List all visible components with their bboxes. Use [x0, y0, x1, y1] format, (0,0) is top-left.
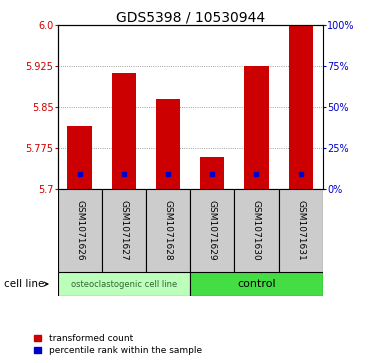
- Bar: [279, 189, 323, 272]
- Bar: [244, 66, 269, 189]
- Title: GDS5398 / 10530944: GDS5398 / 10530944: [116, 10, 265, 24]
- Bar: [190, 272, 323, 296]
- Bar: [156, 99, 180, 189]
- Text: GSM1071627: GSM1071627: [119, 200, 128, 261]
- Bar: [190, 189, 234, 272]
- Text: GSM1071626: GSM1071626: [75, 200, 84, 261]
- FancyArrowPatch shape: [44, 282, 48, 286]
- Text: osteoclastogenic cell line: osteoclastogenic cell line: [71, 280, 177, 289]
- Bar: [102, 189, 146, 272]
- Legend: transformed count, percentile rank within the sample: transformed count, percentile rank withi…: [34, 334, 202, 355]
- Text: GSM1071629: GSM1071629: [208, 200, 217, 261]
- Bar: [289, 25, 313, 189]
- Bar: [200, 157, 224, 189]
- Bar: [234, 189, 279, 272]
- Text: control: control: [237, 279, 276, 289]
- Bar: [58, 272, 190, 296]
- Text: GSM1071630: GSM1071630: [252, 200, 261, 261]
- Bar: [112, 73, 136, 189]
- Text: GSM1071631: GSM1071631: [296, 200, 305, 261]
- Bar: [146, 189, 190, 272]
- Bar: [68, 126, 92, 189]
- Text: GSM1071628: GSM1071628: [164, 200, 173, 261]
- Bar: [58, 189, 102, 272]
- Text: cell line: cell line: [4, 279, 44, 289]
